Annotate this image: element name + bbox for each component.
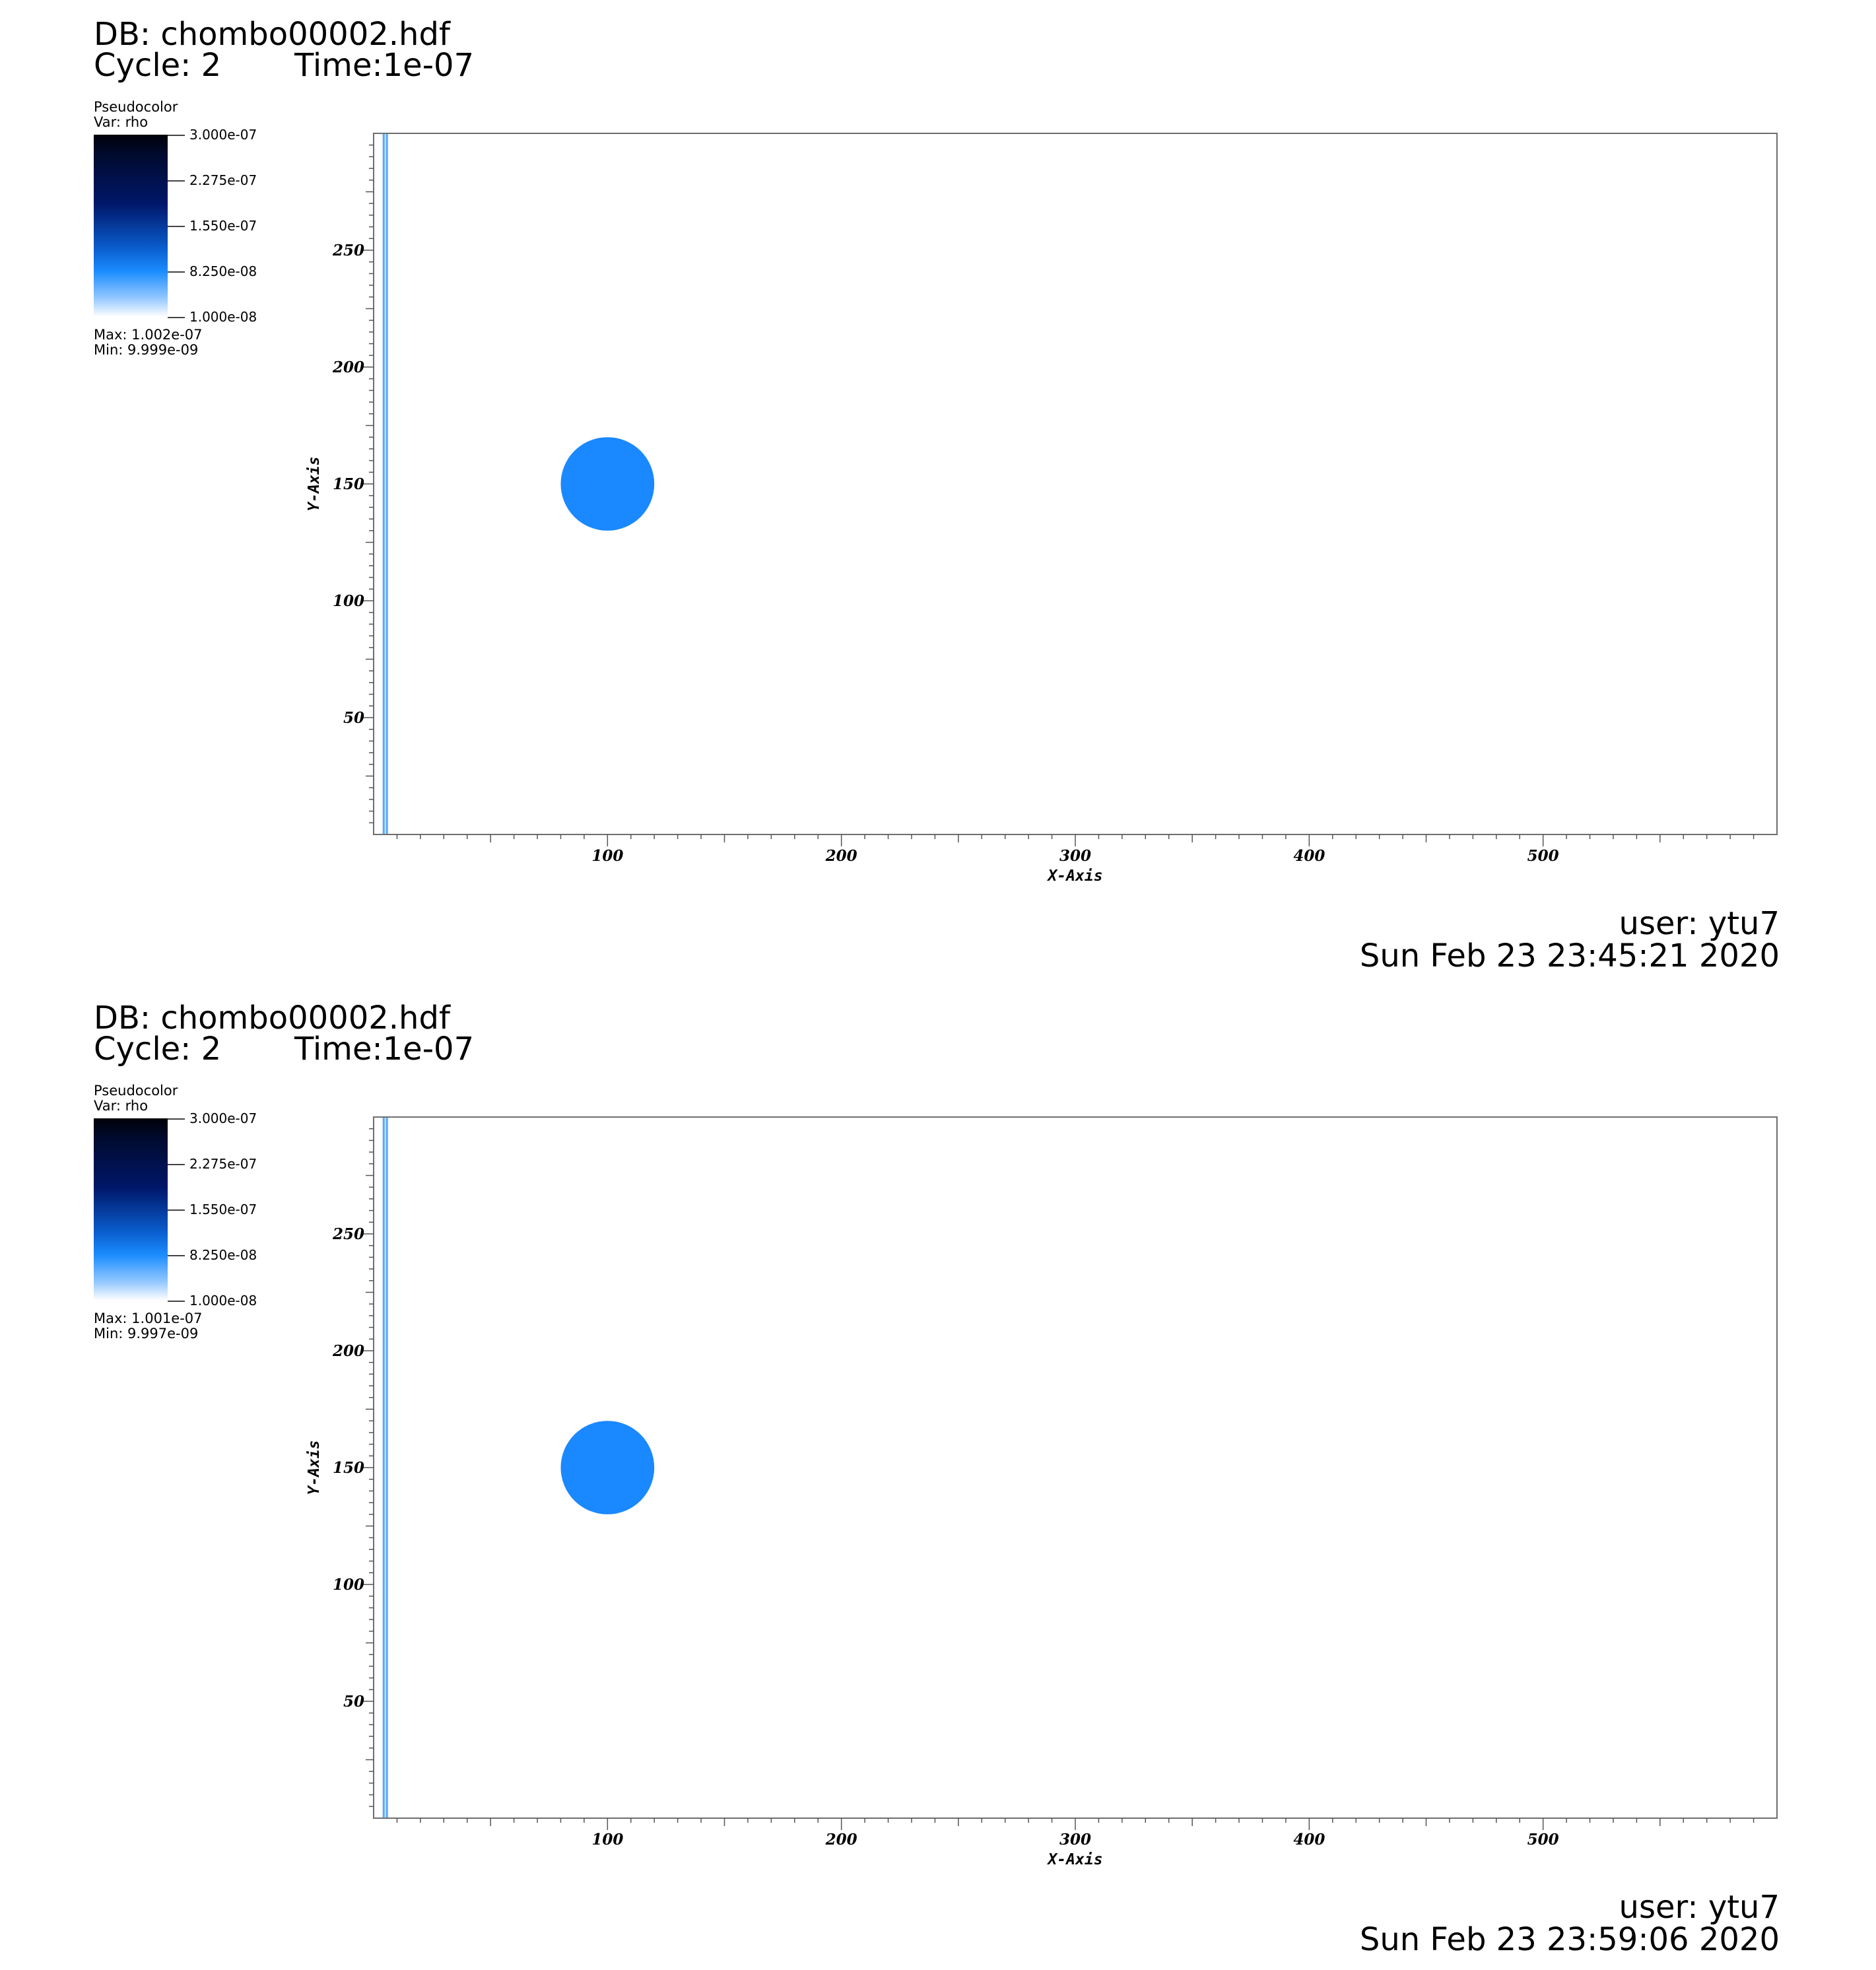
- time-label: Time:1e-07: [294, 1031, 475, 1068]
- y-tick-label: 250: [332, 1225, 364, 1243]
- y-tick-label: 50: [343, 709, 364, 727]
- colorbar-tick: [168, 1255, 185, 1256]
- plot-area: 100 200 300 400 500 50 100 150 200 250 X-Axis Y-Axi…: [306, 1116, 1778, 1868]
- x-tick-label: 300: [1059, 847, 1091, 865]
- x-axis-title: X-Axis: [1046, 1851, 1102, 1868]
- y-tick-label: 150: [333, 1459, 364, 1477]
- y-tick-label: 100: [333, 592, 364, 610]
- y-tick-label: 100: [333, 1576, 364, 1594]
- colorbar-label: 2.275e-07: [189, 172, 257, 188]
- x-tick-label: 400: [1293, 1831, 1325, 1849]
- colorbar-label: 1.000e-08: [189, 1293, 257, 1308]
- legend-min: Min: 9.999e-09: [94, 342, 199, 358]
- x-tick-label: 200: [825, 1831, 857, 1849]
- colorbar-tick: [168, 135, 185, 136]
- colorbar-label: 3.000e-07: [189, 127, 257, 143]
- colorbar-label: 2.275e-07: [189, 1156, 257, 1172]
- y-tick-label: 250: [332, 242, 364, 259]
- legend-variable: Var: rho: [94, 114, 149, 130]
- colorbar-tick: [168, 180, 185, 182]
- database-title: DB: chombo00002.hdf: [94, 1000, 450, 1036]
- user-label: user: ytu7: [1619, 1889, 1780, 1926]
- x-tick-label: 500: [1527, 847, 1559, 865]
- y-tick-label: 50: [343, 1693, 364, 1711]
- legend-title: Pseudocolor: [94, 99, 178, 115]
- legend-variable: Var: rho: [94, 1098, 149, 1114]
- y-tick-label: 150: [333, 475, 364, 493]
- date-label: Sun Feb 23 23:45:21 2020: [1359, 937, 1780, 974]
- x-tick-label: 200: [825, 847, 857, 865]
- database-title: DB: chombo00002.hdf: [94, 16, 450, 53]
- y-axis-title: Y-Axis: [306, 456, 323, 511]
- date-label: Sun Feb 23 23:59:06 2020: [1359, 1921, 1780, 1958]
- data-circle: [560, 437, 655, 531]
- colorbar-tick: [168, 317, 185, 318]
- plot-panel: DB: chombo00002.hdf Cycle: 2 Time:1e-07 …: [0, 0, 1876, 984]
- colorbar-tick: [168, 1118, 185, 1120]
- plot-panel: DB: chombo00002.hdf Cycle: 2 Time:1e-07 …: [0, 984, 1876, 1967]
- y-axis-title: Y-Axis: [306, 1440, 323, 1495]
- data-stripe-core: [384, 1117, 386, 1818]
- data-stripe-core: [384, 133, 386, 834]
- colorbar-tick: [168, 1164, 185, 1165]
- cycle-label: Cycle: 2: [94, 1031, 222, 1068]
- legend-min: Min: 9.997e-09: [94, 1326, 199, 1342]
- colorbar-tick: [168, 1301, 185, 1302]
- colorbar-label: 1.550e-07: [189, 218, 257, 234]
- cycle-label: Cycle: 2: [94, 47, 222, 84]
- y-tick-label: 200: [332, 1342, 364, 1360]
- colorbar: [94, 135, 168, 317]
- colorbar-tick: [168, 271, 185, 273]
- colorbar-label: 1.000e-08: [189, 309, 257, 325]
- data-circle: [560, 1421, 655, 1514]
- x-tick-label: 100: [591, 847, 623, 865]
- colorbar-label: 8.250e-08: [189, 263, 257, 279]
- colorbar-label: 3.000e-07: [189, 1110, 257, 1126]
- legend-title: Pseudocolor: [94, 1083, 178, 1099]
- x-axis-title: X-Axis: [1046, 867, 1102, 885]
- colorbar-tick: [168, 226, 185, 227]
- x-tick-label: 500: [1527, 1831, 1559, 1849]
- colorbar-tick: [168, 1209, 185, 1211]
- plot-area: 100 200 300 400 500 50 100 150 200 250 X-Axis Y-Axi…: [306, 133, 1778, 885]
- x-tick-label: 300: [1059, 1831, 1091, 1849]
- colorbar: [94, 1118, 168, 1301]
- colorbar-label: 1.550e-07: [189, 1202, 257, 1217]
- x-tick-label: 100: [591, 1831, 623, 1849]
- user-label: user: ytu7: [1619, 905, 1780, 942]
- legend-max: Max: 1.002e-07: [94, 327, 203, 343]
- time-label: Time:1e-07: [294, 47, 475, 84]
- legend-max: Max: 1.001e-07: [94, 1310, 203, 1326]
- x-tick-label: 400: [1293, 847, 1325, 865]
- y-tick-label: 200: [332, 358, 364, 376]
- colorbar-label: 8.250e-08: [189, 1247, 257, 1263]
